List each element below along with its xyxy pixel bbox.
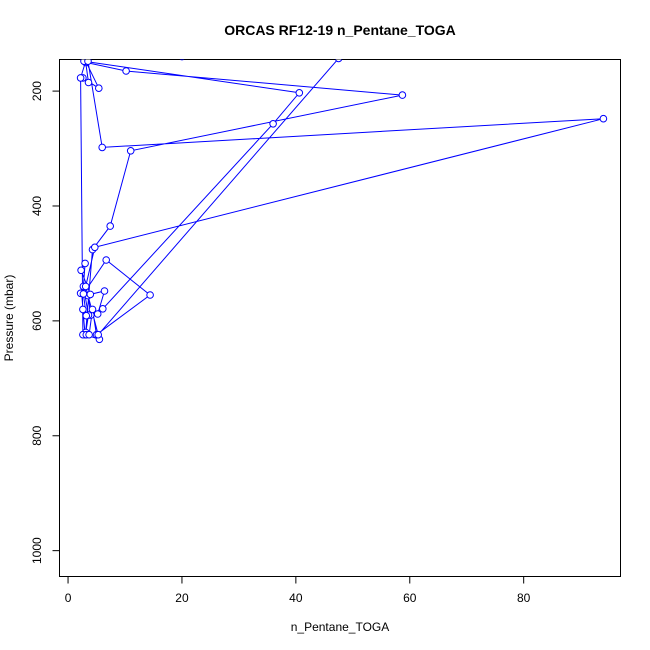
y-axis: 200 400 600 800 1000 [30,81,60,564]
data-point [88,305,97,314]
x-tick-label: 60 [403,591,417,605]
plot-area [59,59,621,577]
data-point [98,143,106,152]
data-point [100,287,109,295]
data-point [334,59,343,63]
data-point [269,120,277,128]
data-point [86,290,95,299]
data-point [82,311,91,320]
data-point [76,74,85,82]
data-point [122,67,130,75]
data-point [77,266,85,275]
x-axis: 0 20 40 60 80 [65,576,531,605]
chart-title: ORCAS RF12-19 n_Pentane_TOGA [224,22,456,38]
y-tick-label: 400 [30,196,44,216]
data-point [95,84,103,92]
data-point [81,282,90,291]
data-point [102,256,110,264]
y-tick-label: 800 [30,425,44,445]
data-point [81,259,89,268]
data-point [179,59,185,61]
x-tick-label: 40 [289,591,303,605]
data-point [295,89,304,97]
data-point [84,59,92,65]
y-tick-label: 200 [30,81,44,101]
data-point [79,290,88,298]
data-point [85,330,93,339]
series-line [80,59,604,340]
data-point [79,305,87,314]
y-tick-label: 1000 [30,537,44,564]
data-point [106,222,114,230]
series-layer [76,59,608,344]
data-point [126,147,135,155]
data-point [91,243,99,252]
x-tick-label: 20 [175,591,189,605]
data-point [93,310,102,318]
y-tick-label: 600 [30,311,44,331]
x-tick-label: 80 [517,591,531,605]
x-tick-label: 0 [65,591,72,605]
data-point [599,114,608,123]
data-point [94,330,102,339]
data-point [84,78,93,87]
y-axis-label: Pressure (mbar) [2,275,16,362]
data-point [398,91,407,99]
data-point [99,305,107,313]
data-point [146,291,154,299]
x-axis-label: n_Pentane_TOGA [291,620,390,634]
